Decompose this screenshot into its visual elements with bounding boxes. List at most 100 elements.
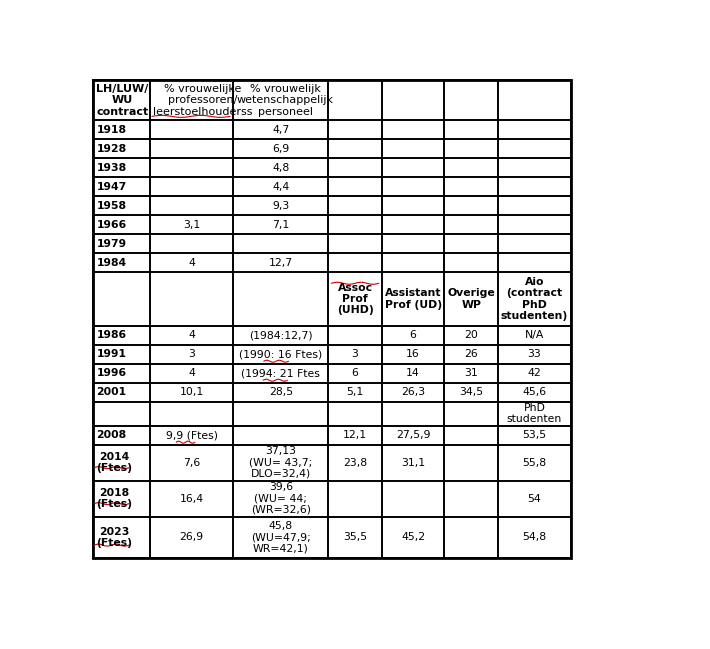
Text: 4: 4	[188, 258, 195, 268]
Bar	[498, 196, 571, 215]
Text: 12,7: 12,7	[268, 258, 293, 268]
Bar	[498, 345, 571, 363]
Bar	[150, 517, 234, 558]
Text: Overige
WP: Overige WP	[447, 288, 495, 310]
Bar	[328, 517, 382, 558]
Bar	[234, 273, 328, 326]
Bar	[382, 383, 444, 402]
Bar	[382, 363, 444, 383]
Text: 5,1: 5,1	[346, 387, 364, 397]
Bar	[150, 326, 234, 345]
Text: 2014
(Ftes): 2014 (Ftes)	[97, 452, 133, 473]
Bar	[328, 158, 382, 177]
Bar	[498, 402, 571, 426]
Bar	[382, 80, 444, 120]
Text: 55,8: 55,8	[523, 458, 547, 468]
Bar	[150, 120, 234, 140]
Text: 28,5: 28,5	[268, 387, 293, 397]
Bar	[328, 215, 382, 234]
Bar	[234, 80, 328, 120]
Bar	[150, 253, 234, 273]
Bar	[498, 158, 571, 177]
Bar	[93, 402, 150, 426]
Bar	[382, 234, 444, 253]
Bar	[328, 481, 382, 517]
Bar	[150, 80, 234, 120]
Bar	[382, 326, 444, 345]
Text: 1991: 1991	[97, 349, 126, 360]
Bar	[93, 363, 150, 383]
Bar	[498, 80, 571, 120]
Text: (1994: 21 Ftes: (1994: 21 Ftes	[241, 368, 320, 378]
Text: 31: 31	[464, 368, 478, 378]
Text: 26: 26	[464, 349, 478, 360]
Text: 1947: 1947	[97, 182, 126, 192]
Text: 1996: 1996	[97, 368, 126, 378]
Bar	[444, 120, 498, 140]
Bar	[234, 196, 328, 215]
Bar	[234, 345, 328, 363]
Bar	[382, 445, 444, 481]
Bar	[328, 402, 382, 426]
Text: 4,8: 4,8	[272, 163, 290, 173]
Text: (1990: 16 Ftes): (1990: 16 Ftes)	[239, 349, 322, 360]
Text: 33: 33	[528, 349, 541, 360]
Bar	[328, 426, 382, 445]
Bar	[382, 177, 444, 196]
Bar	[444, 253, 498, 273]
Bar	[328, 177, 382, 196]
Bar	[150, 140, 234, 158]
Text: 2023
(Ftes): 2023 (Ftes)	[97, 527, 133, 548]
Bar	[93, 445, 150, 481]
Bar	[93, 215, 150, 234]
Bar	[498, 517, 571, 558]
Bar	[150, 402, 234, 426]
Bar	[150, 196, 234, 215]
Bar	[234, 481, 328, 517]
Bar	[498, 326, 571, 345]
Bar	[444, 273, 498, 326]
Bar	[382, 517, 444, 558]
Bar	[382, 215, 444, 234]
Bar	[328, 253, 382, 273]
Bar	[234, 234, 328, 253]
Text: 2018
(Ftes): 2018 (Ftes)	[97, 488, 133, 509]
Text: % vrouwelijk
wetenschappelijk
personeel: % vrouwelijk wetenschappelijk personeel	[236, 84, 334, 117]
Bar	[328, 234, 382, 253]
Bar	[93, 196, 150, 215]
Bar	[444, 234, 498, 253]
Text: 16,4: 16,4	[180, 494, 204, 504]
Bar	[150, 481, 234, 517]
Text: 7,1: 7,1	[272, 220, 290, 230]
Bar	[328, 363, 382, 383]
Bar	[150, 383, 234, 402]
Bar	[150, 345, 234, 363]
Text: 1918: 1918	[97, 125, 126, 135]
Bar	[444, 345, 498, 363]
Text: 6,9: 6,9	[272, 144, 290, 154]
Text: LH/LUW/
WU
contract: LH/LUW/ WU contract	[97, 84, 149, 117]
Bar	[444, 196, 498, 215]
Text: 26,3: 26,3	[401, 387, 425, 397]
Bar	[328, 326, 382, 345]
Text: 45,8
(WU=47,9;
WR=42,1): 45,8 (WU=47,9; WR=42,1)	[251, 521, 311, 554]
Bar	[234, 140, 328, 158]
Bar	[382, 140, 444, 158]
Text: 1958: 1958	[97, 201, 126, 211]
Text: 4: 4	[188, 368, 195, 378]
Bar	[382, 402, 444, 426]
Text: PhD
studenten: PhD studenten	[507, 403, 562, 424]
Bar	[498, 445, 571, 481]
Text: 6: 6	[410, 330, 417, 340]
Bar	[150, 363, 234, 383]
Bar	[93, 253, 150, 273]
Text: 42: 42	[528, 368, 541, 378]
Bar	[382, 253, 444, 273]
Text: 3: 3	[188, 349, 195, 360]
Bar	[234, 253, 328, 273]
Bar	[234, 363, 328, 383]
Text: 23,8: 23,8	[343, 458, 367, 468]
Bar	[93, 426, 150, 445]
Bar	[150, 445, 234, 481]
Text: 34,5: 34,5	[459, 387, 484, 397]
